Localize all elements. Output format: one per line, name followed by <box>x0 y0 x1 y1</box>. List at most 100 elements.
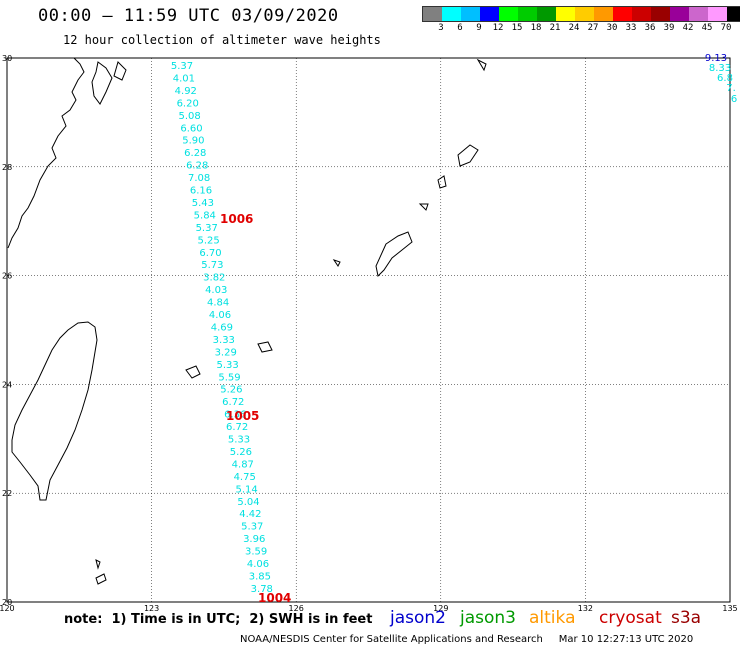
lon-label: 129 <box>433 604 448 613</box>
swh-value: 5.37 <box>171 61 193 72</box>
pressure-labels: 1006 1005 1004 <box>220 212 291 605</box>
pressure-label: 1004 <box>258 591 291 605</box>
swh-value: 3.85 <box>249 571 271 582</box>
swh-value: 5.26 <box>230 447 252 458</box>
legend-label: 9 <box>476 23 482 33</box>
satellite-label-altika: altika <box>529 608 576 628</box>
color-legend <box>422 6 740 22</box>
legend-swatch <box>613 7 632 21</box>
swh-value: 5.84 <box>194 210 216 221</box>
legend-label: (ft) <box>738 23 740 33</box>
satellite-label-jason3: jason3 <box>460 608 516 628</box>
swh-value: 6.70 <box>199 248 221 259</box>
swh-value: 4.69 <box>211 322 233 333</box>
edge-swh-value: 9.13 <box>705 53 727 64</box>
lat-label: 28 <box>2 163 12 172</box>
swh-value: 3.82 <box>203 273 225 284</box>
swh-value: 3.59 <box>245 547 267 558</box>
legend-swatch <box>499 7 518 21</box>
lat-label: 30 <box>2 54 12 63</box>
satellite-label-jason2: jason2 <box>390 608 446 628</box>
swh-value: 5.14 <box>235 484 257 495</box>
edge-swh-value: 7. <box>726 83 736 94</box>
swh-value: 5.73 <box>201 260 223 271</box>
legend-label: 36 <box>644 23 656 33</box>
legend-swatch <box>556 7 575 21</box>
legend-swatch <box>708 7 727 21</box>
legend-swatch <box>518 7 537 21</box>
swh-value: 5.37 <box>241 522 263 533</box>
lon-label: 126 <box>289 604 304 613</box>
swh-value: 3.29 <box>215 347 237 358</box>
swh-value: 4.75 <box>234 472 256 483</box>
lat-label: 26 <box>2 272 12 281</box>
swh-value: 4.06 <box>247 559 269 570</box>
lat-label: 20 <box>2 598 12 607</box>
swh-value: 5.33 <box>228 435 250 446</box>
legend-swatch <box>480 7 499 21</box>
swh-value: 6.72 <box>222 397 244 408</box>
legend-swatch <box>461 7 480 21</box>
swh-value: 4.87 <box>232 459 254 470</box>
lat-label: 22 <box>2 489 12 498</box>
ryukyu-islands <box>95 58 487 585</box>
pressure-label: 1006 <box>220 212 253 226</box>
lon-label: 135 <box>722 604 737 613</box>
legend-swatch <box>727 7 740 21</box>
swh-value: 4.06 <box>209 310 231 321</box>
map-frame <box>6 57 731 603</box>
legend-label: 27 <box>587 23 599 33</box>
swh-value: 6.16 <box>190 186 212 197</box>
swh-value: 6.28 <box>184 148 206 159</box>
legend-swatch <box>651 7 670 21</box>
swh-value: 5.59 <box>218 372 240 383</box>
latitude-labels: 30 28 26 24 22 20 <box>2 54 12 607</box>
swh-value: 6.36 <box>224 410 246 421</box>
legend-label: 42 <box>682 23 694 33</box>
legend-label: 45 <box>701 23 713 33</box>
china-coastline <box>7 57 127 249</box>
map-title: 00:00 – 11:59 UTC 03/09/2020 <box>38 6 339 26</box>
map-subtitle: 12 hour collection of altimeter wave hei… <box>63 33 381 47</box>
swh-value: 6.60 <box>180 123 202 134</box>
edge-swh-value: 6.8 <box>717 73 733 84</box>
swh-value: 4.42 <box>239 509 261 520</box>
swh-value: 5.26 <box>220 385 242 396</box>
swh-value: 4.01 <box>173 73 195 84</box>
swh-value: 5.43 <box>192 198 214 209</box>
swh-value: 3.33 <box>213 335 235 346</box>
swh-value: 4.03 <box>205 285 227 296</box>
lat-label: 24 <box>2 380 12 389</box>
legend-label: 3 <box>438 23 444 33</box>
swh-value: 3.96 <box>243 534 265 545</box>
swh-value: 6.72 <box>226 422 248 433</box>
satellite-label-cryosat: cryosat <box>599 608 662 628</box>
lon-label: 120 <box>0 604 15 613</box>
swh-value: 5.37 <box>196 223 218 234</box>
swh-value: 4.84 <box>207 298 229 309</box>
lon-label: 123 <box>144 604 159 613</box>
swh-value: 4.92 <box>175 86 197 97</box>
swh-track: 5.374.014.926.205.086.605.906.286.287.08… <box>171 61 273 595</box>
swh-value: 5.08 <box>178 111 200 122</box>
legend-swatch <box>594 7 613 21</box>
legend-label: 18 <box>530 23 542 33</box>
swh-value: 6.28 <box>186 161 208 172</box>
credit-line: NOAA/NESDIS Center for Satellite Applica… <box>240 634 694 645</box>
legend-swatch <box>670 7 689 21</box>
swh-value: 5.90 <box>182 136 204 147</box>
swh-value: 5.04 <box>237 497 259 508</box>
pressure-label: 1005 <box>226 409 259 423</box>
legend-label: 21 <box>549 23 561 33</box>
legend-swatch <box>575 7 594 21</box>
longitude-labels: 120 123 126 129 132 135 <box>0 604 738 613</box>
swh-value: 7.08 <box>188 173 210 184</box>
swh-value: 6.20 <box>177 98 199 109</box>
legend-swatch <box>632 7 651 21</box>
satellite-label-s3a: s3a <box>671 608 702 628</box>
swh-value: 5.33 <box>216 360 238 371</box>
legend-label: 33 <box>625 23 637 33</box>
legend-swatch <box>689 7 708 21</box>
edge-swh-track: 9.138.336.87.6 <box>705 53 737 105</box>
